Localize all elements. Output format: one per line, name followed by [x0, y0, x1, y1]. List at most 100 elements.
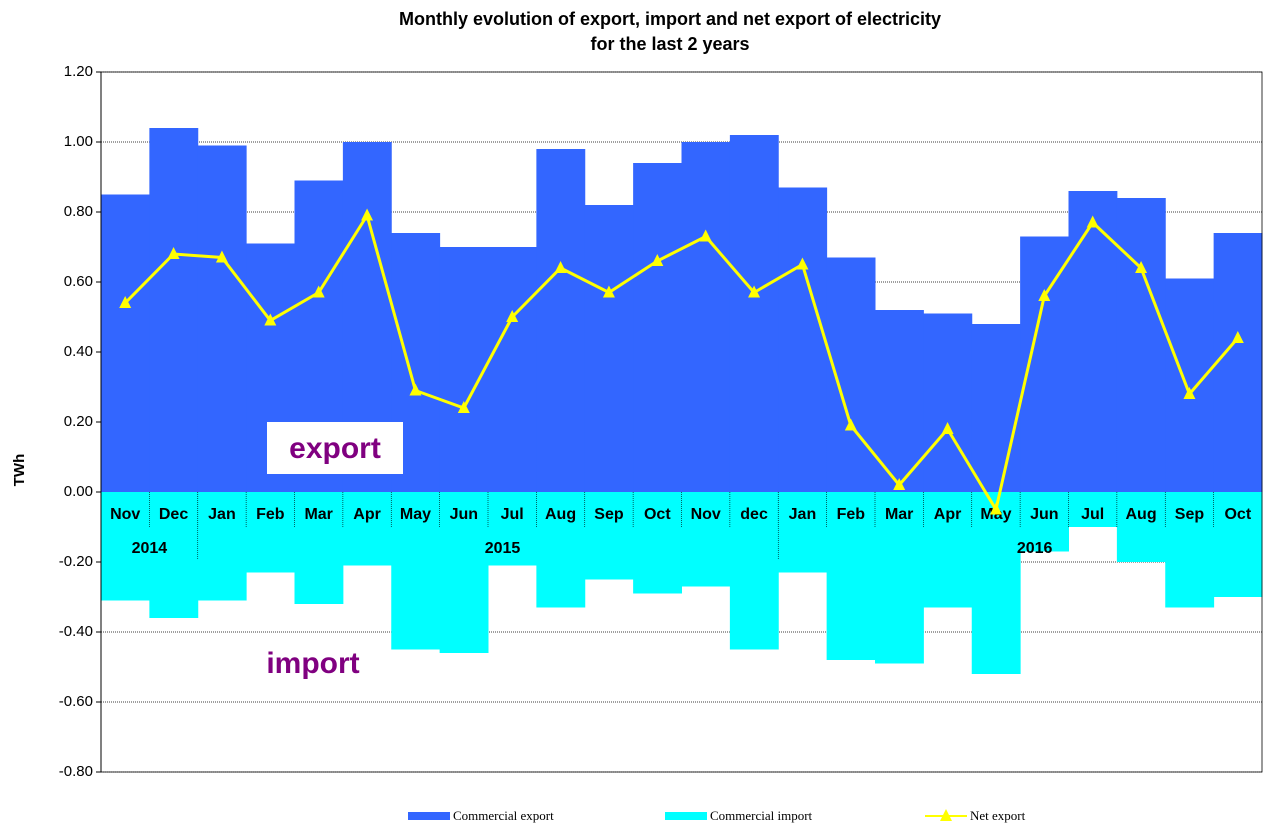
legend-label: Commercial import	[710, 808, 813, 823]
bar	[488, 492, 537, 566]
bar	[197, 145, 247, 492]
bar	[342, 492, 392, 566]
group-label: 2015	[485, 540, 521, 557]
marker	[119, 296, 132, 308]
y-tick-label: -0.80	[59, 763, 93, 780]
chart-title: for the last 2 years	[590, 34, 749, 54]
bar	[1165, 492, 1215, 608]
bar	[584, 492, 634, 580]
bar	[536, 149, 586, 492]
bar	[971, 492, 1021, 674]
x-tick-label: Sep	[594, 506, 624, 523]
bar	[923, 313, 973, 492]
bar	[536, 492, 586, 608]
x-tick-label: Mar	[885, 506, 913, 523]
marker	[361, 208, 374, 221]
y-tick-label: 1.00	[64, 133, 93, 150]
marker	[989, 502, 1002, 515]
x-tick-label: Apr	[353, 506, 381, 523]
chart-title: Monthly evolution of export, import and …	[399, 9, 941, 29]
y-tick-label: -0.20	[59, 553, 93, 570]
bar	[1020, 492, 1069, 552]
marker	[651, 254, 664, 266]
y-tick-label: 0.20	[64, 413, 93, 430]
x-tick-label: Apr	[934, 506, 962, 523]
bar	[439, 247, 489, 492]
x-tick-label: dec	[740, 506, 768, 523]
bar	[1116, 492, 1166, 562]
x-tick-label: Aug	[545, 506, 576, 523]
x-tick-label: Jul	[1081, 506, 1104, 523]
bar	[1068, 191, 1118, 492]
bar	[778, 492, 828, 573]
annotation-box	[267, 422, 403, 474]
bar	[681, 142, 731, 492]
y-axis-label: TWh	[11, 454, 28, 486]
plot-frame	[100, 71, 1263, 773]
bar	[875, 492, 924, 664]
marker	[312, 285, 325, 298]
x-tick-label: May	[980, 506, 1011, 523]
bar	[439, 492, 489, 653]
y-tick-label: -0.40	[59, 623, 93, 640]
legend-label: Net export	[970, 808, 1026, 823]
bar	[681, 492, 731, 587]
bar	[778, 187, 828, 492]
bar	[826, 257, 876, 492]
x-tick-label: Jun	[450, 506, 478, 523]
marker	[699, 229, 712, 242]
x-tick-label: Feb	[837, 506, 866, 523]
x-tick-label: Aug	[1126, 506, 1157, 523]
marker	[1038, 289, 1051, 301]
marker	[1135, 261, 1148, 273]
y-tick-label: 1.20	[64, 63, 93, 80]
x-tick-label: Mar	[304, 506, 332, 523]
marker	[893, 478, 906, 490]
bar	[391, 492, 441, 650]
marker	[844, 418, 857, 431]
bar	[729, 135, 779, 492]
x-tick-label: Nov	[110, 506, 140, 523]
bar	[729, 492, 779, 650]
bar	[246, 492, 295, 573]
bar	[101, 194, 150, 492]
annotation: import	[266, 647, 359, 680]
x-tick-label: Oct	[644, 506, 671, 523]
bar	[875, 310, 924, 492]
x-tick-label: Jan	[789, 506, 817, 523]
marker	[409, 383, 422, 396]
bar	[633, 492, 682, 594]
line	[124, 211, 1239, 514]
x-tick-label: Sep	[1175, 506, 1205, 523]
bar	[294, 492, 344, 604]
y-tick-label: -0.60	[59, 693, 93, 710]
x-tick-label: Jun	[1030, 506, 1058, 523]
marker	[1231, 331, 1244, 343]
legend-label: Commercial export	[453, 808, 554, 823]
bar	[1165, 278, 1215, 492]
x-tick-label: May	[400, 506, 431, 523]
x-tick-label: Oct	[1224, 506, 1251, 523]
group-label: 2016	[1017, 540, 1053, 557]
x-tick-label: Jul	[501, 506, 524, 523]
x-tick-label: Dec	[159, 506, 188, 523]
x-tick-label: Jan	[208, 506, 236, 523]
bar	[149, 128, 199, 492]
bar	[149, 492, 199, 618]
legend-swatch	[408, 812, 450, 820]
bar	[1116, 198, 1166, 492]
marker	[264, 313, 277, 326]
marker	[1183, 387, 1196, 399]
bar	[971, 324, 1021, 492]
marker	[748, 285, 761, 298]
bar	[488, 247, 537, 492]
marker	[167, 247, 180, 259]
bar	[923, 492, 973, 608]
marker	[457, 401, 470, 413]
bar	[1213, 233, 1263, 492]
marker	[602, 285, 615, 298]
marker	[941, 422, 954, 434]
x-tick-label: Feb	[256, 506, 285, 523]
annotation: export	[289, 432, 381, 465]
